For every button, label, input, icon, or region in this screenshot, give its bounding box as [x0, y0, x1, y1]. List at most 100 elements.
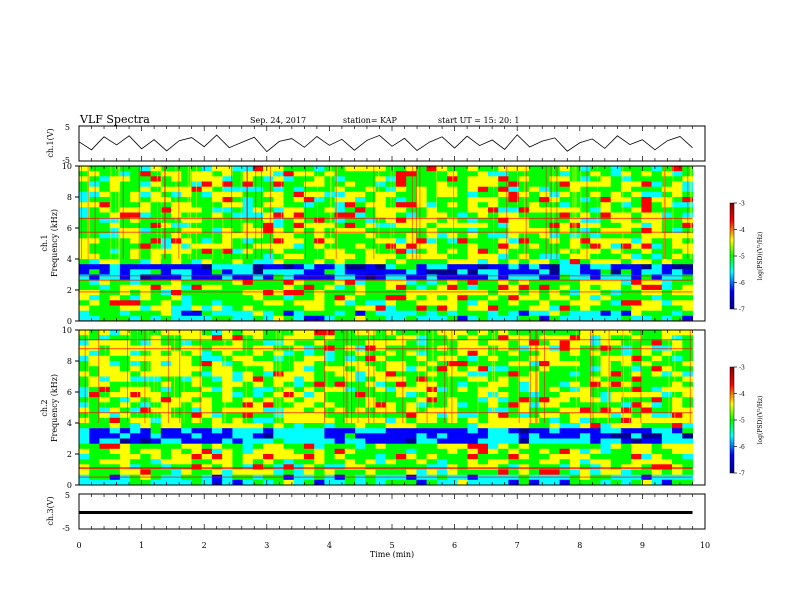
spectrogram-cell — [569, 295, 581, 301]
spectrogram-cell — [477, 166, 489, 172]
spectrogram-cell — [661, 412, 673, 419]
spectrogram-cell — [150, 366, 162, 372]
spectrogram-cell — [375, 443, 387, 450]
spectrogram-cell — [580, 217, 591, 224]
spectrogram-cell — [201, 381, 213, 388]
spectrogram-cell — [600, 222, 612, 229]
spectrogram-cell — [99, 186, 111, 193]
spectrogram-cell — [109, 392, 121, 398]
spectrogram-cell — [661, 417, 673, 424]
spectrogram-cell — [89, 459, 100, 465]
spectrogram-cell — [119, 371, 131, 377]
spectrogram-cell — [273, 269, 284, 275]
spectrogram-cell — [528, 191, 540, 198]
spectrogram-cell — [334, 305, 346, 312]
spectrogram-cell — [620, 350, 632, 357]
spectrogram-cell — [600, 428, 612, 434]
spectrogram-cell — [119, 454, 131, 460]
spectrogram-cell — [303, 305, 315, 312]
spectrogram-cell — [89, 186, 100, 193]
spectrogram-cell — [641, 191, 653, 198]
spectrogram-cell — [508, 366, 520, 372]
spectrogram-cell — [252, 269, 264, 275]
spectrogram-cell — [416, 186, 428, 193]
spectrogram-cell — [406, 171, 417, 177]
spectrogram-cell — [569, 381, 581, 388]
spectrogram-cell — [252, 386, 264, 393]
spectrogram-cell — [447, 350, 458, 357]
spectrogram-cell — [600, 212, 612, 219]
spectrogram-cell — [416, 350, 428, 357]
spectrogram-cell — [263, 381, 274, 388]
spectrogram-cell — [222, 238, 233, 244]
spectrogram-cell — [334, 212, 346, 219]
spectrogram-cell — [436, 222, 448, 229]
spectrogram-cell — [293, 310, 305, 317]
spectrogram-cell — [641, 412, 653, 419]
spectrogram-cell — [252, 376, 264, 383]
spectrogram-cell — [273, 253, 284, 260]
spectrogram-cell — [171, 228, 182, 234]
spectrogram-cell — [242, 376, 254, 383]
colorbar-tick-label: -5 — [739, 254, 745, 261]
spectrogram-impulse — [87, 166, 89, 259]
spectrogram-cell — [590, 207, 601, 213]
spectrogram-cell — [273, 335, 284, 341]
spectrogram-cell — [467, 392, 479, 398]
spectrogram-cell — [171, 279, 182, 286]
spectrogram-cell — [222, 407, 233, 414]
spectrogram-cell — [201, 233, 213, 239]
spectrogram-cell — [109, 366, 121, 372]
spectrogram-impulse — [586, 166, 588, 259]
spectrogram-cell — [171, 407, 182, 414]
spectrogram-cell — [355, 366, 366, 372]
spectrogram-cell — [549, 253, 560, 260]
spectrogram-cell — [661, 243, 673, 250]
spectrogram-cell — [324, 259, 336, 265]
spectrogram-cell — [232, 253, 244, 260]
spectrogram-cell — [201, 274, 213, 281]
spectrogram-cell — [580, 290, 591, 296]
spectrogram-cell — [99, 315, 111, 322]
spectrogram-cell — [426, 274, 438, 281]
spectrogram-cell — [559, 191, 571, 198]
spectrogram-cell — [508, 381, 520, 388]
spectrogram-cell — [222, 448, 233, 455]
spectrogram-cell — [283, 166, 295, 172]
spectrogram-cell — [539, 202, 550, 208]
spectrogram-cell — [457, 397, 468, 403]
spectrogram-cell — [631, 350, 642, 357]
spectrogram-cell — [109, 469, 121, 476]
spectrogram-cell — [273, 392, 284, 398]
spectrogram-cell — [447, 315, 458, 322]
spectrogram-cell — [559, 448, 571, 455]
spectrogram-cell — [314, 454, 325, 460]
spectrogram-cell — [130, 350, 141, 357]
spectrogram-cell — [324, 448, 336, 455]
spectrogram-cell — [518, 438, 530, 445]
spectrogram-cell — [406, 212, 417, 219]
spectrogram-cell — [661, 469, 673, 476]
spectrogram-cell — [344, 228, 356, 234]
spectrogram-cell — [273, 381, 284, 388]
spectrogram-cell — [600, 479, 612, 486]
spectrogram-cell — [375, 469, 387, 476]
spectrogram-cell — [324, 310, 336, 317]
spectrogram-cell — [385, 366, 397, 372]
spectrogram-cell — [365, 197, 376, 203]
spectrogram-cell — [303, 392, 315, 398]
spectrogram-cell — [682, 355, 693, 362]
spectrogram-cell — [252, 233, 264, 239]
spectrogram-cell — [324, 305, 336, 312]
spectrogram-cell — [365, 269, 376, 275]
spectrogram-cell — [477, 222, 489, 229]
spectrogram-cell — [160, 191, 172, 198]
spectrogram-cell — [549, 274, 560, 281]
spectrogram-cell — [651, 407, 663, 414]
spectrogram-cell — [283, 284, 295, 291]
spectrogram-cell — [396, 295, 407, 301]
spectrogram-cell — [119, 248, 131, 255]
spectrogram-cell — [426, 459, 438, 465]
spectrogram-cell — [436, 448, 448, 455]
spectrogram-cell — [344, 443, 356, 450]
